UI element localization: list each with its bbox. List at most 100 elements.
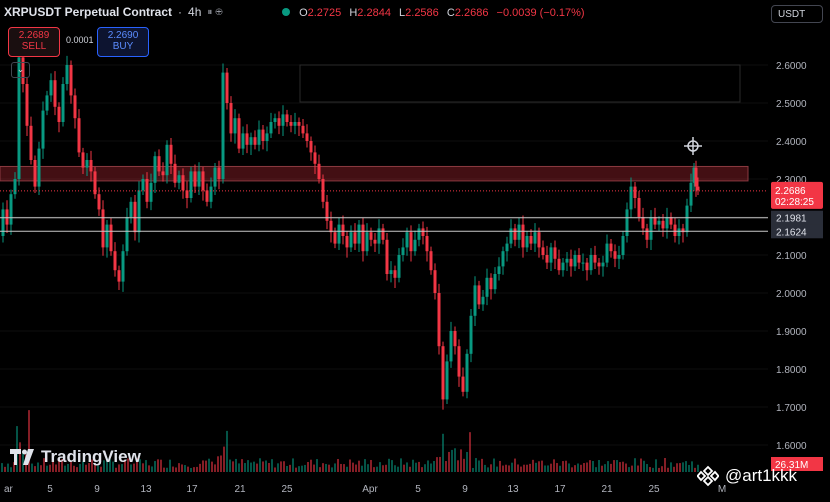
volume-bar [199,463,201,472]
volume-bar [424,464,426,472]
volume-bar [154,461,156,472]
candle-body [661,220,665,229]
volume-bar [556,463,558,472]
volume-bar [529,463,531,472]
crosshair-icon[interactable] [684,137,702,155]
volume-bar [391,460,393,472]
volume-bar [271,459,273,472]
volume-bar [577,463,579,472]
range-box [299,64,741,103]
volume-bar [226,430,228,472]
candle-body [377,228,381,244]
candle-body [129,201,133,217]
candle-body [449,331,453,362]
volume-bar [454,448,456,472]
price-axis[interactable]: 2.60002.50002.40002.30002.20002.10002.00… [771,61,823,471]
volume-bar [217,456,219,472]
volume-bar [397,466,399,472]
volume-bar [277,463,279,472]
volume-bar [4,466,6,472]
volume-bar [463,458,465,472]
candle-body [141,179,145,191]
indicator-icons[interactable]: ⏸ ⊕ [207,6,223,18]
volume-bar [295,467,297,472]
volume-bar [580,464,582,472]
candle-body [97,194,101,210]
volume-bar [130,464,132,472]
volume-bar [97,465,99,472]
volume-bar [502,465,504,472]
candle-body [105,224,109,248]
time-axis[interactable]: ar 5 9 13 17 21 25 Apr 5 9 13 17 21 25 M [4,484,726,495]
volume-bar [586,462,588,472]
volume-bar [238,463,240,472]
candle-body [293,122,297,126]
volume-bar [394,465,396,472]
volume-bar [298,466,300,472]
candle-body [305,133,309,141]
candle-body [89,160,93,172]
sell-button[interactable]: 2.2689 SELL [8,27,60,57]
volume-bar [31,463,33,472]
ohlc-readout: O2.2725 H2.2844 L2.2586 C2.2686 −0.0039 … [282,7,590,19]
candle-body [181,175,185,191]
change-value: −0.0039 (−0.17%) [496,7,585,19]
candle-body [117,270,121,282]
volume-bar [241,459,243,472]
volume-bar [160,459,162,472]
buy-button[interactable]: 2.2690 BUY [97,27,149,57]
volume-bar [550,463,552,472]
volume-bar [427,460,429,472]
candle-body [501,251,505,267]
candle-body [205,190,209,202]
time-tick-label: 25 [281,484,293,495]
volume-bar [337,458,339,472]
candle-body [9,194,13,225]
volume-bar [532,459,534,472]
volume-bar [364,459,366,472]
candle-body [165,144,169,176]
candle-body [473,285,477,316]
candle-body [445,361,449,400]
candle-body [145,179,149,202]
volume-bar [646,464,648,472]
candle-body [521,224,525,248]
interval-label[interactable]: 4h [188,5,202,19]
horizontal-levels[interactable] [0,190,768,232]
volume-bar [400,458,402,472]
volume-bar [247,460,249,472]
volume-bar [139,459,141,472]
candle-body [517,224,521,240]
volume-bar [640,458,642,472]
candle-body [433,270,437,293]
candle-body [329,220,333,233]
volume-bar [352,462,354,472]
volume-bar [292,458,294,472]
symbol-title[interactable]: XRPUSDT Perpetual Contract [4,5,173,19]
level-tag-label: 2.1981 [776,214,807,225]
candle-body [357,224,361,244]
candle-body [692,167,696,183]
volume-bar [325,463,327,472]
currency-select[interactable]: USDT [771,5,823,23]
volume-bar [676,463,678,472]
volume-bar [211,461,213,472]
candle-body [669,217,673,225]
candle-body [541,247,545,255]
candle-body [265,133,269,141]
candle-body [297,122,301,126]
volume-bar [442,433,444,472]
volume-bar [481,458,483,472]
price-tick-label: 2.0000 [776,289,807,300]
volume-bar [205,460,207,472]
candle-body [677,228,681,236]
collapse-toggle[interactable]: ⌄ [11,62,30,78]
buy-label: BUY [112,41,134,52]
candle-body [85,160,89,168]
grid-lines [0,64,768,446]
candle-body [629,186,633,210]
volume-bar [193,467,195,472]
candle-body [557,258,561,271]
